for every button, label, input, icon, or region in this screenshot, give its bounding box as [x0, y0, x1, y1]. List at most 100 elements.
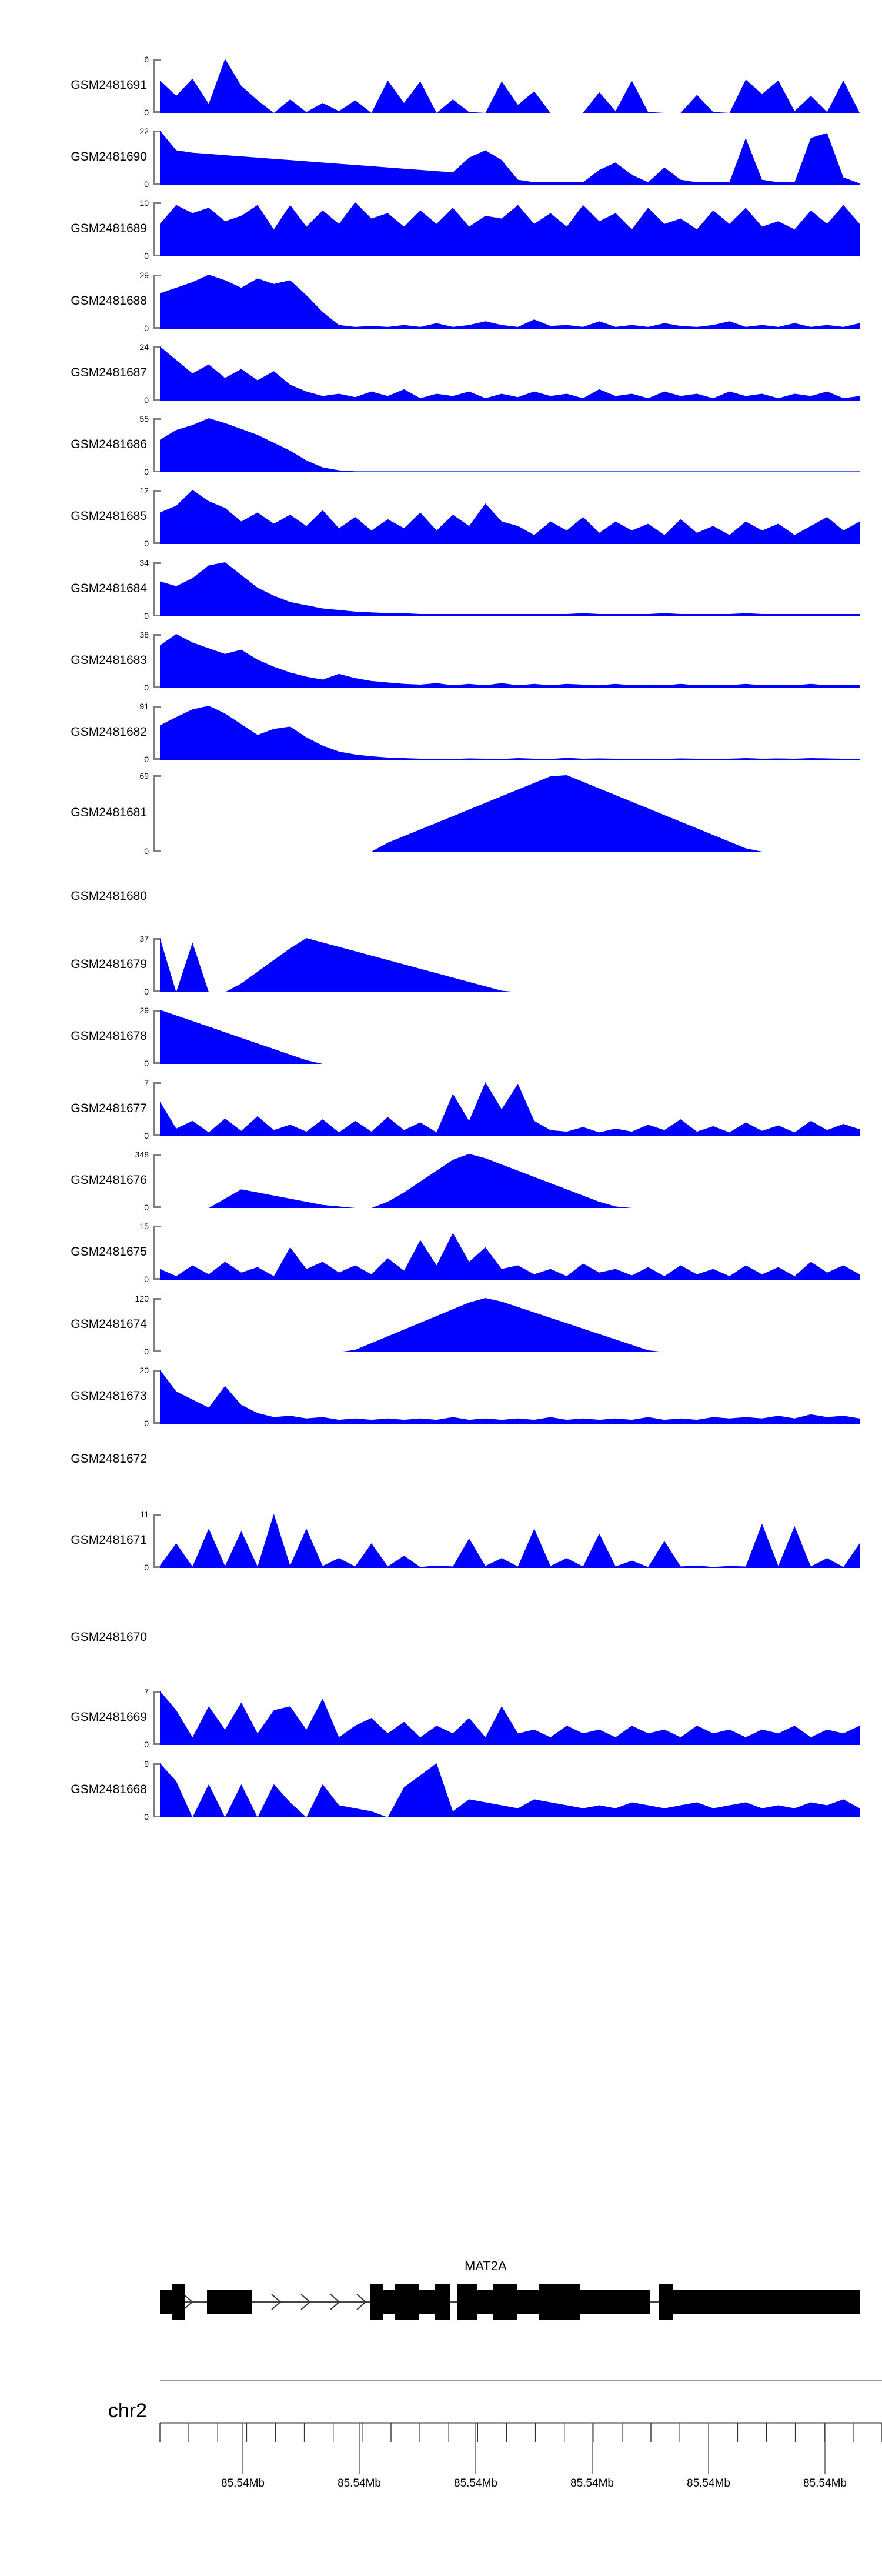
- coverage-track[interactable]: GSM2481691 6 0: [0, 55, 882, 116]
- track-label: GSM2481690: [71, 150, 147, 163]
- coverage-area-plot[interactable]: [160, 275, 860, 329]
- coverage-area-plot[interactable]: [160, 1082, 860, 1136]
- coverage-area-plot[interactable]: [160, 1154, 860, 1208]
- y-axis: 11 0: [140, 1510, 161, 1571]
- axis-tick-label: 85.54Mb: [454, 2477, 497, 2490]
- coverage-area-plot[interactable]: [160, 938, 860, 992]
- coverage-area-plot[interactable]: [160, 202, 860, 256]
- y-axis-tick-bottom: [153, 1566, 161, 1568]
- coverage-area-plot[interactable]: [160, 1298, 860, 1352]
- coverage-track[interactable]: GSM2481679 37 0: [0, 935, 882, 996]
- coverage-track[interactable]: GSM2481669 7 0: [0, 1687, 882, 1749]
- y-axis: 120 0: [135, 1294, 161, 1356]
- coverage-track[interactable]: GSM2481685 12 0: [0, 486, 882, 548]
- y-axis-tick-top: [153, 1010, 161, 1012]
- y-axis-min-label: 0: [144, 1812, 149, 1821]
- coverage-track[interactable]: GSM2481690 22 0: [0, 127, 882, 188]
- coverage-track[interactable]: GSM2481676 348 0: [0, 1150, 882, 1212]
- coverage-area-plot[interactable]: [160, 346, 860, 401]
- y-axis-tick-top: [153, 562, 161, 564]
- y-axis-min-label: 0: [144, 755, 149, 764]
- track-label: GSM2481689: [71, 222, 147, 235]
- gene-model-track[interactable]: MAT2A: [0, 2258, 882, 2329]
- axis-tick-label: 85.54Mb: [338, 2477, 381, 2490]
- axis-tick-label: 85.54Mb: [221, 2477, 265, 2490]
- coverage-area-plot[interactable]: [160, 1010, 860, 1064]
- y-axis-line: [153, 59, 155, 113]
- y-axis-tick-bottom: [153, 111, 161, 113]
- y-axis-tick-bottom: [153, 1743, 161, 1745]
- coverage-track[interactable]: GSM2481683 38 0: [0, 630, 882, 692]
- y-axis-max-label: 20: [139, 1366, 149, 1375]
- y-axis-tick-bottom: [153, 686, 161, 688]
- y-axis-tick-top: [153, 59, 161, 61]
- coverage-track[interactable]: GSM2481674 120 0: [0, 1294, 882, 1356]
- y-axis-tick-top: [153, 490, 161, 492]
- y-axis-line: [153, 1010, 155, 1064]
- coverage-track[interactable]: GSM2481682 91 0: [0, 702, 882, 764]
- coverage-area-plot[interactable]: [160, 634, 860, 688]
- gene-name-label: MAT2A: [465, 2258, 507, 2273]
- coverage-track[interactable]: GSM2481684 34 0: [0, 559, 882, 620]
- y-axis-tick-top: [153, 275, 161, 276]
- y-axis: 38 0: [139, 630, 161, 692]
- y-axis-min-label: 0: [144, 1203, 149, 1212]
- coverage-area-plot[interactable]: [160, 1370, 860, 1424]
- coverage-track[interactable]: GSM2481670: [0, 1620, 882, 1656]
- coverage-track[interactable]: GSM2481688 29 0: [0, 271, 882, 332]
- y-axis-min-label: 0: [144, 1059, 149, 1068]
- coverage-area-plot[interactable]: [160, 1514, 860, 1568]
- track-label: GSM2481685: [71, 509, 147, 523]
- y-axis-tick-bottom: [153, 327, 161, 329]
- coverage-track[interactable]: GSM2481687 24 0: [0, 342, 882, 405]
- y-axis-tick-bottom: [153, 990, 161, 992]
- track-label: GSM2481679: [71, 957, 147, 971]
- coverage-area-plot[interactable]: [160, 706, 860, 760]
- coverage-track[interactable]: GSM2481668 9 0: [0, 1760, 882, 1821]
- chromosome-label: chr2: [108, 2400, 147, 2422]
- coverage-track[interactable]: GSM2481672: [0, 1442, 882, 1477]
- track-label: GSM2481683: [71, 653, 147, 667]
- y-axis-min-label: 0: [144, 1131, 149, 1140]
- y-axis-max-label: 69: [139, 771, 149, 780]
- coverage-track[interactable]: GSM2481677 7 0: [0, 1079, 882, 1140]
- y-axis-tick-top: [153, 1763, 161, 1765]
- track-label: GSM2481691: [71, 78, 147, 92]
- y-axis: 22 0: [139, 127, 161, 188]
- coverage-area-plot[interactable]: [160, 1226, 860, 1280]
- y-axis-max-label: 24: [139, 342, 149, 352]
- coverage-area-plot[interactable]: [160, 1763, 860, 1817]
- y-axis-max-label: 6: [144, 55, 149, 64]
- coverage-area-plot[interactable]: [160, 490, 860, 544]
- coverage-area-plot[interactable]: [160, 59, 860, 113]
- coverage-area-plot[interactable]: [160, 131, 860, 185]
- y-axis-tick-bottom: [153, 542, 161, 544]
- y-axis-line: [153, 706, 155, 760]
- coverage-track[interactable]: GSM2481686 55 0: [0, 415, 882, 476]
- axis-tick-label: 85.54Mb: [687, 2477, 730, 2490]
- coverage-track[interactable]: GSM2481689 10 0: [0, 199, 882, 260]
- y-axis-max-label: 11: [140, 1510, 149, 1519]
- coverage-area-plot[interactable]: [160, 775, 860, 852]
- coverage-track[interactable]: GSM2481678 29 0: [0, 1006, 882, 1068]
- y-axis-min-label: 0: [144, 1347, 149, 1356]
- y-axis-max-label: 29: [139, 1006, 149, 1015]
- y-axis-line: [153, 1154, 155, 1208]
- coverage-area-plot[interactable]: [160, 418, 860, 472]
- track-label: GSM2481675: [71, 1245, 147, 1259]
- y-axis-line: [153, 1298, 155, 1352]
- coverage-track[interactable]: GSM2481671 11 0: [0, 1510, 882, 1571]
- coverage-area-plot[interactable]: [160, 1691, 860, 1745]
- coverage-track[interactable]: GSM2481673 20 0: [0, 1366, 882, 1427]
- coverage-track[interactable]: GSM2481675 15 0: [0, 1222, 882, 1283]
- track-label: GSM2481669: [71, 1710, 147, 1724]
- y-axis-tick-bottom: [153, 399, 161, 401]
- track-label: GSM2481682: [71, 725, 147, 739]
- coverage-track[interactable]: GSM2481681 69 0: [0, 771, 882, 855]
- y-axis-line: [153, 634, 155, 688]
- coverage-area-plot[interactable]: [160, 562, 860, 616]
- y-axis-min-label: 0: [144, 395, 149, 405]
- coverage-track[interactable]: GSM2481680: [0, 879, 882, 915]
- y-axis-tick-top: [153, 346, 161, 348]
